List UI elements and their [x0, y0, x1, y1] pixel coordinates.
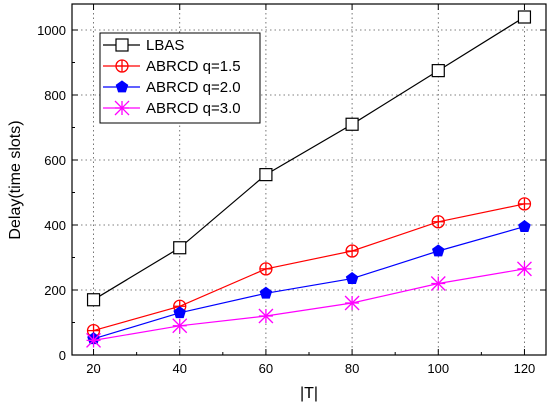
x-tick-label: 100	[427, 361, 449, 376]
y-tick-label: 400	[44, 218, 66, 233]
data-point-lbas	[259, 168, 273, 182]
x-tick-label: 80	[345, 361, 359, 376]
series-abrcd-q-1-5	[86, 197, 532, 338]
data-point-abrcd-q-2-0	[345, 271, 359, 284]
data-point-abrcd-q-3-0	[258, 308, 274, 324]
x-tick-label: 60	[259, 361, 273, 376]
y-tick-label: 800	[44, 88, 66, 103]
data-point-abrcd-q-2-0	[173, 306, 186, 319]
series-line-abrcd-q-2-0	[93, 226, 525, 340]
y-tick-label: 600	[44, 153, 66, 168]
y-tick-label: 200	[44, 283, 66, 298]
y-axis-title: Delay(time slots)	[7, 120, 24, 239]
y-tick-label: 1000	[37, 23, 66, 38]
y-tick-label: 0	[59, 348, 66, 363]
data-point-abrcd-q-1-5	[345, 244, 359, 258]
data-point-abrcd-q-2-0	[259, 286, 273, 299]
x-axis-title: |T|	[300, 385, 318, 402]
legend-label-abrcd-q-2-0: ABRCD q=2.0	[146, 79, 241, 96]
legend: LBAS ABRCD q=1.5 ABRCD q=2.0 ABRCD q=3.0	[99, 32, 261, 124]
series-line-abrcd-q-1-5	[93, 203, 525, 332]
data-point-lbas	[431, 64, 445, 78]
x-tick-label: 120	[514, 361, 536, 376]
series-abrcd-q-2-0	[87, 219, 531, 345]
data-point-lbas	[345, 117, 359, 131]
legend-label-lbas: LBAS	[146, 37, 184, 54]
legend-marker-abrcd-q-1-5	[115, 59, 129, 73]
series-abrcd-q-3-0	[86, 261, 532, 348]
data-point-lbas	[86, 293, 101, 307]
legend-marker-abrcd-q-3-0	[114, 100, 130, 116]
data-point-abrcd-q-2-0	[432, 244, 445, 257]
data-point-abrcd-q-2-0	[518, 219, 531, 232]
series-layer	[86, 10, 532, 348]
series-line-lbas	[93, 16, 525, 301]
data-point-abrcd-q-1-5	[431, 215, 445, 229]
series-line-abrcd-q-3-0	[93, 268, 525, 341]
x-tick-label: 40	[172, 361, 186, 376]
legend-label-abrcd-q-3-0: ABRCD q=3.0	[146, 100, 241, 117]
data-point-abrcd-q-3-0	[172, 318, 188, 334]
data-point-abrcd-q-3-0	[86, 332, 102, 348]
data-point-abrcd-q-1-5	[517, 197, 532, 211]
x-tick-label: 20	[86, 361, 100, 376]
legend-marker-abrcd-q-2-0	[115, 80, 129, 93]
series-lbas	[86, 10, 532, 307]
legend-label-abrcd-q-1-5: ABRCD q=1.5	[146, 58, 241, 75]
data-point-abrcd-q-1-5	[259, 262, 273, 276]
data-point-abrcd-q-3-0	[344, 295, 360, 311]
ticks: 20 40 60 80 100 120 0 200 400 600 800 1000	[37, 4, 546, 376]
data-point-abrcd-q-3-0	[430, 276, 446, 291]
data-point-lbas	[173, 241, 187, 255]
data-point-abrcd-q-3-0	[516, 261, 532, 277]
data-point-lbas	[517, 10, 532, 24]
legend-marker-lbas	[115, 38, 129, 52]
